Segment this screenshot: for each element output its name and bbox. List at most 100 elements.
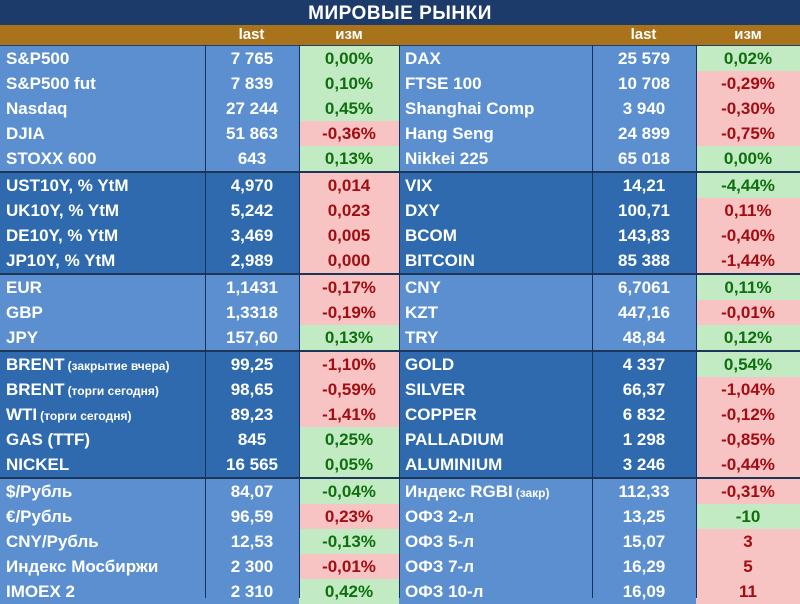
group-divider	[0, 171, 800, 173]
last-value: 1 298	[592, 427, 696, 452]
change-value: -0,44%	[696, 452, 800, 477]
instrument-name: Hang Seng	[399, 121, 592, 146]
last-value: 643	[205, 146, 299, 171]
instrument-label: ОФЗ 5-л	[405, 532, 475, 551]
instrument-name: ОФЗ 5-л	[399, 529, 592, 554]
last-value: 25 579	[592, 46, 696, 71]
last-value: 5,242	[205, 198, 299, 223]
instrument-label: STOXX 600	[6, 149, 97, 168]
instrument-label: ОФЗ 2-л	[405, 507, 475, 526]
last-value: 27 244	[205, 96, 299, 121]
last-value: 1,3318	[205, 300, 299, 325]
instrument-name: IMOEX 2	[0, 579, 205, 604]
instrument-label: CNY	[405, 278, 441, 297]
instrument-label: S&P500	[6, 49, 70, 68]
last-value: 4 337	[592, 352, 696, 377]
instrument-label: VIX	[405, 176, 433, 195]
instrument-label: COPPER	[405, 405, 477, 424]
instrument-label: GBP	[6, 303, 43, 322]
change-value: 0,13%	[299, 325, 399, 350]
instrument-name: NICKEL	[0, 452, 205, 477]
change-value: -0,59%	[299, 377, 399, 402]
last-value: 89,23	[205, 402, 299, 427]
change-value: -0,17%	[299, 275, 399, 300]
last-value: 14,21	[592, 173, 696, 198]
last-value: 99,25	[205, 352, 299, 377]
last-value: 24 899	[592, 121, 696, 146]
last-value: 2 310	[205, 579, 299, 604]
change-value: -0,01%	[696, 300, 800, 325]
instrument-name: WTI (торги сегодня)	[0, 402, 205, 427]
last-value: 65 018	[592, 146, 696, 171]
last-value: 845	[205, 427, 299, 452]
instrument-label: GAS (TTF)	[6, 430, 91, 449]
instrument-name: CNY	[399, 275, 592, 300]
instrument-name: UST10Y, % YtM	[0, 173, 205, 198]
last-value: 98,65	[205, 377, 299, 402]
change-value: 0,12%	[696, 325, 800, 350]
instrument-name: S&P500	[0, 46, 205, 71]
instrument-name: DXY	[399, 198, 592, 223]
instrument-label: PALLADIUM	[405, 430, 504, 449]
instrument-name: ALUMINIUM	[399, 452, 592, 477]
change-value: 0,42%	[299, 579, 399, 604]
page-title: МИРОВЫЕ РЫНКИ	[0, 0, 800, 25]
change-value: 0,014	[299, 173, 399, 198]
change-value: -0,30%	[696, 96, 800, 121]
instrument-label: FTSE 100	[405, 74, 482, 93]
change-value: -0,19%	[299, 300, 399, 325]
instrument-label: JP10Y, % YtM	[6, 251, 116, 270]
last-value: 16,29	[592, 554, 696, 579]
instrument-name: Nasdaq	[0, 96, 205, 121]
instrument-label: UST10Y, % YtM	[6, 176, 129, 195]
change-value: 0,25%	[299, 427, 399, 452]
column-divider	[399, 45, 400, 598]
instrument-label: Hang Seng	[405, 124, 494, 143]
instrument-name: DE10Y, % YtM	[0, 223, 205, 248]
instrument-label: JPY	[6, 328, 39, 347]
group-divider	[0, 477, 800, 479]
instrument-note: (закрытие вчера)	[67, 359, 170, 373]
right-last-header: last	[630, 26, 657, 43]
last-value: 51 863	[205, 121, 299, 146]
change-value: -0,85%	[696, 427, 800, 452]
instrument-name: Shanghai Comp	[399, 96, 592, 121]
change-value: 0,54%	[696, 352, 800, 377]
instrument-name: FTSE 100	[399, 71, 592, 96]
change-value: -0,12%	[696, 402, 800, 427]
instrument-label: $/Рубль	[6, 482, 73, 501]
last-value: 447,16	[592, 300, 696, 325]
instrument-name: KZT	[399, 300, 592, 325]
change-value: 0,13%	[299, 146, 399, 171]
group-divider	[0, 350, 800, 352]
instrument-name: S&P500 fut	[0, 71, 205, 96]
instrument-name: PALLADIUM	[399, 427, 592, 452]
change-value: -0,40%	[696, 223, 800, 248]
last-value: 96,59	[205, 504, 299, 529]
change-value: 0,11%	[696, 198, 800, 223]
change-value: 0,45%	[299, 96, 399, 121]
instrument-name: CNY/Рубль	[0, 529, 205, 554]
change-value: -1,41%	[299, 402, 399, 427]
instrument-label: NICKEL	[6, 455, 70, 474]
header-row	[0, 25, 800, 45]
instrument-name: ОФЗ 10-л	[399, 579, 592, 604]
instrument-name: BCOM	[399, 223, 592, 248]
instrument-name: UK10Y, % YtM	[0, 198, 205, 223]
last-value: 85 388	[592, 248, 696, 273]
change-value: 0,23%	[299, 504, 399, 529]
instrument-label: CNY/Рубль	[6, 532, 99, 551]
last-value: 48,84	[592, 325, 696, 350]
change-value: 0,11%	[696, 275, 800, 300]
change-value: -0,31%	[696, 479, 800, 504]
instrument-name: DAX	[399, 46, 592, 71]
instrument-note: (закр)	[515, 486, 550, 500]
change-value: 3	[696, 529, 800, 554]
instrument-name: JP10Y, % YtM	[0, 248, 205, 273]
instrument-label: Nasdaq	[6, 99, 68, 118]
change-value: 0,10%	[299, 71, 399, 96]
last-value: 112,33	[592, 479, 696, 504]
instrument-label: DE10Y, % YtM	[6, 226, 119, 245]
change-value: 0,023	[299, 198, 399, 223]
instrument-name: Nikkei 225	[399, 146, 592, 171]
